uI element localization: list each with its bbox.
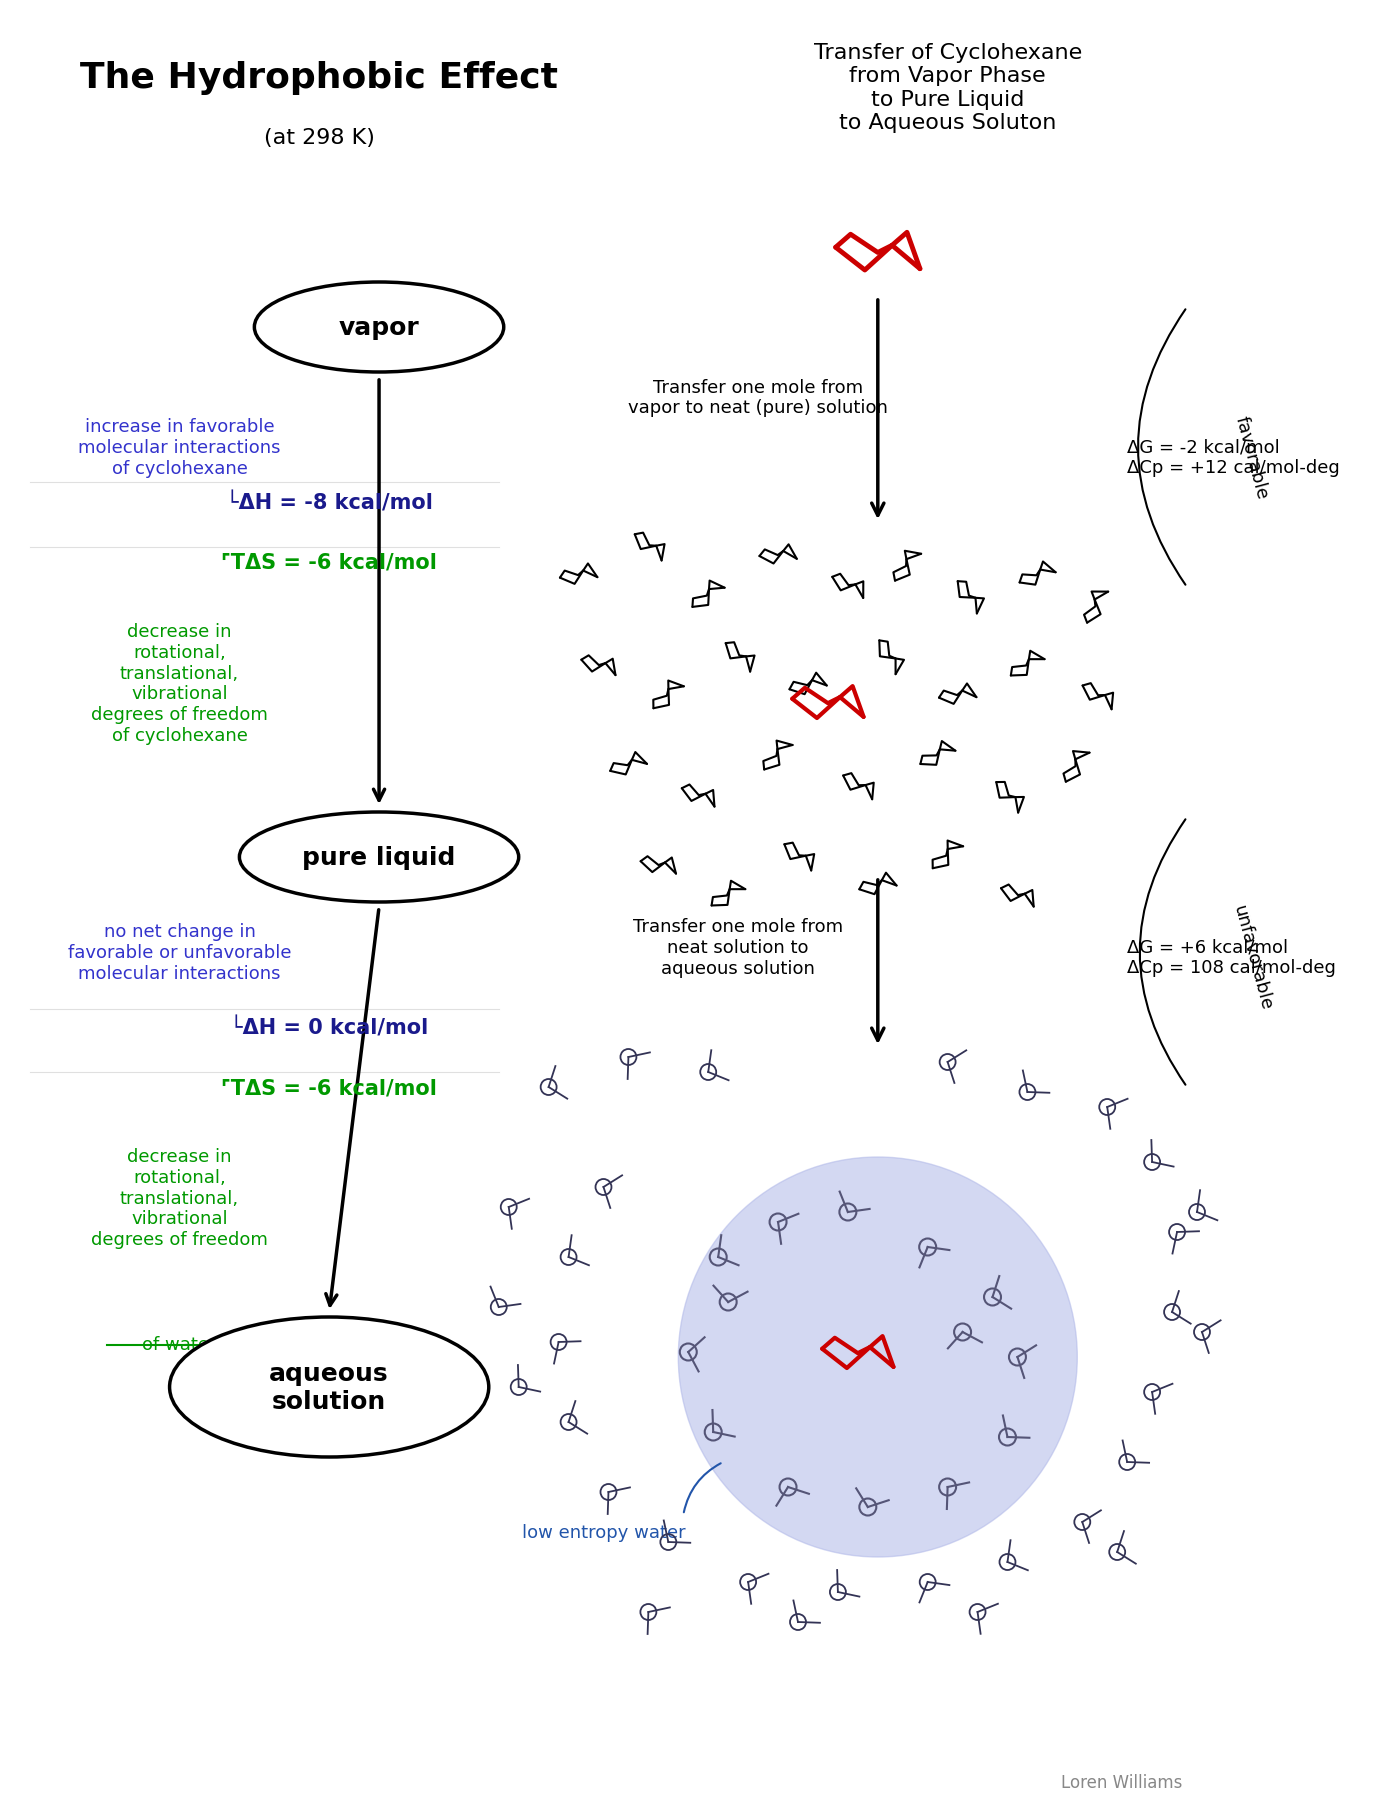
Text: unfavorable: unfavorable bbox=[1229, 904, 1274, 1012]
Ellipse shape bbox=[239, 813, 518, 902]
Text: The Hydrophobic Effect: The Hydrophobic Effect bbox=[80, 61, 559, 96]
Ellipse shape bbox=[169, 1317, 489, 1456]
Text: ⌜TΔS = -6 kcal/mol: ⌜TΔS = -6 kcal/mol bbox=[221, 553, 437, 573]
Text: Loren Williams: Loren Williams bbox=[1061, 1773, 1182, 1791]
Circle shape bbox=[679, 1156, 1078, 1558]
Text: decrease in
rotational,
translational,
vibrational
degrees of freedom
of cyclohe: decrease in rotational, translational, v… bbox=[91, 623, 267, 744]
Text: favorable: favorable bbox=[1232, 414, 1271, 501]
Text: Transfer one mole from
neat solution to
aqueous solution: Transfer one mole from neat solution to … bbox=[633, 918, 843, 978]
Text: of water: of water bbox=[143, 1335, 217, 1353]
Text: Transfer of Cyclohexane
from Vapor Phase
to Pure Liquid
to Aqueous Soluton: Transfer of Cyclohexane from Vapor Phase… bbox=[813, 43, 1082, 132]
Text: ⌜TΔS = -6 kcal/mol: ⌜TΔS = -6 kcal/mol bbox=[221, 1077, 437, 1097]
Text: └ΔH = 0 kcal/mol: └ΔH = 0 kcal/mol bbox=[230, 1017, 428, 1037]
Text: increase in favorable
molecular interactions
of cyclohexane: increase in favorable molecular interact… bbox=[78, 417, 281, 477]
Text: └ΔH = -8 kcal/mol: └ΔH = -8 kcal/mol bbox=[225, 492, 433, 513]
Text: (at 298 K): (at 298 K) bbox=[263, 128, 375, 148]
Text: ΔG = -2 kcal/mol
ΔCp = +12 cal/mol-deg: ΔG = -2 kcal/mol ΔCp = +12 cal/mol-deg bbox=[1127, 439, 1340, 477]
Text: low entropy water: low entropy water bbox=[522, 1523, 686, 1541]
Text: no net change in
favorable or unfavorable
molecular interactions: no net change in favorable or unfavorabl… bbox=[67, 923, 291, 981]
Text: decrease in
rotational,
translational,
vibrational
degrees of freedom: decrease in rotational, translational, v… bbox=[91, 1147, 267, 1249]
Text: pure liquid: pure liquid bbox=[302, 846, 456, 869]
Text: aqueous
solution: aqueous solution bbox=[269, 1361, 389, 1413]
Ellipse shape bbox=[255, 284, 504, 372]
Text: ΔG = +6 kcal/mol
ΔCp = 108 cal/mol-deg: ΔG = +6 kcal/mol ΔCp = 108 cal/mol-deg bbox=[1127, 938, 1336, 978]
Text: Transfer one mole from
vapor to neat (pure) solution: Transfer one mole from vapor to neat (pu… bbox=[629, 378, 888, 417]
Text: vapor: vapor bbox=[339, 316, 420, 340]
